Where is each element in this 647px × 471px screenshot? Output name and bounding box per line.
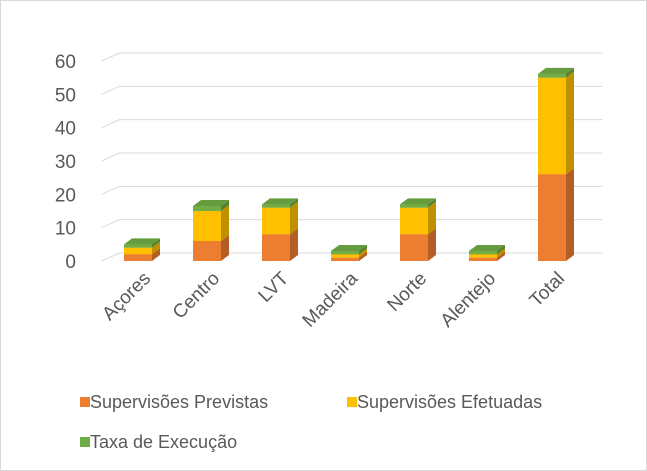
bar-front xyxy=(262,207,290,235)
bar-top xyxy=(193,200,229,206)
bar-side xyxy=(221,205,229,241)
y-tick-label: 50 xyxy=(55,85,76,106)
bar-top xyxy=(538,67,574,74)
bar-front xyxy=(469,254,497,258)
bar-segment xyxy=(538,67,574,78)
bar-side xyxy=(359,245,367,255)
bar-front xyxy=(331,257,359,261)
bar-front xyxy=(331,251,359,255)
bar-side xyxy=(566,71,574,175)
bar-segment xyxy=(538,71,574,175)
bar-front xyxy=(400,204,428,208)
bar-side xyxy=(152,238,160,248)
y-tick-label: 60 xyxy=(55,52,76,73)
bar-segment xyxy=(469,245,505,255)
bar-side xyxy=(221,200,229,211)
grid-line xyxy=(101,85,603,95)
bar-side xyxy=(497,248,505,258)
grid-line xyxy=(101,52,603,62)
grid-line xyxy=(101,119,603,129)
grid-line xyxy=(101,185,603,195)
legend-label: Taxa de Execução xyxy=(90,432,237,452)
bar-side xyxy=(428,198,436,208)
bar-top xyxy=(262,198,298,205)
legend: Supervisões Previstas Supervisões Efetuad… xyxy=(80,392,542,452)
legend-swatch xyxy=(347,397,357,407)
y-tick-label: 40 xyxy=(55,119,76,140)
grid-line xyxy=(101,252,603,262)
bar-front xyxy=(331,254,359,258)
legend-swatch xyxy=(80,397,90,407)
bar-front xyxy=(124,244,152,248)
bar-side xyxy=(152,248,160,261)
legend-label: Supervisões Efetuadas xyxy=(357,392,542,412)
bar-side xyxy=(497,251,505,261)
y-tick-label: 20 xyxy=(55,185,76,206)
bar-front xyxy=(262,234,290,261)
bar-front xyxy=(124,247,152,255)
bar-side xyxy=(290,228,298,261)
bar-segment xyxy=(400,198,436,208)
bar-side xyxy=(290,198,298,208)
legend-swatch xyxy=(80,437,90,447)
bar-front xyxy=(193,206,221,211)
bar-side xyxy=(152,241,160,255)
bar-front xyxy=(469,251,497,255)
bar-front xyxy=(538,174,566,261)
bar-side xyxy=(428,201,436,235)
y-tick-label: 10 xyxy=(55,219,76,240)
bar-segment xyxy=(124,238,160,248)
bar-side xyxy=(428,228,436,261)
bar-top xyxy=(124,238,160,245)
bar-side xyxy=(566,67,574,78)
y-tick-label: 0 xyxy=(65,252,76,273)
bar-segment xyxy=(262,198,298,208)
bar-front xyxy=(538,77,566,175)
bar-front xyxy=(193,241,221,261)
bar-front xyxy=(124,254,152,261)
bar-segment xyxy=(193,200,229,211)
legend-label: Supervisões Previstas xyxy=(90,392,268,412)
bar-side xyxy=(221,235,229,261)
bar-side xyxy=(566,168,574,261)
bar-front xyxy=(400,207,428,235)
bar-segment xyxy=(538,168,574,261)
grid-line xyxy=(101,152,603,162)
grid-line xyxy=(101,219,603,229)
bar-top xyxy=(331,245,367,251)
bar-front xyxy=(400,234,428,261)
bar-side xyxy=(497,245,505,255)
bar-top xyxy=(400,198,436,205)
bar-segment xyxy=(331,245,367,255)
bar-front xyxy=(193,211,221,241)
bar-side xyxy=(359,248,367,258)
y-tick-label: 30 xyxy=(55,152,76,173)
bar-front xyxy=(538,73,566,78)
bar-side xyxy=(290,201,298,235)
bar-front xyxy=(469,257,497,261)
bar-top xyxy=(469,245,505,251)
bar-front xyxy=(262,204,290,208)
bar-side xyxy=(359,251,367,261)
